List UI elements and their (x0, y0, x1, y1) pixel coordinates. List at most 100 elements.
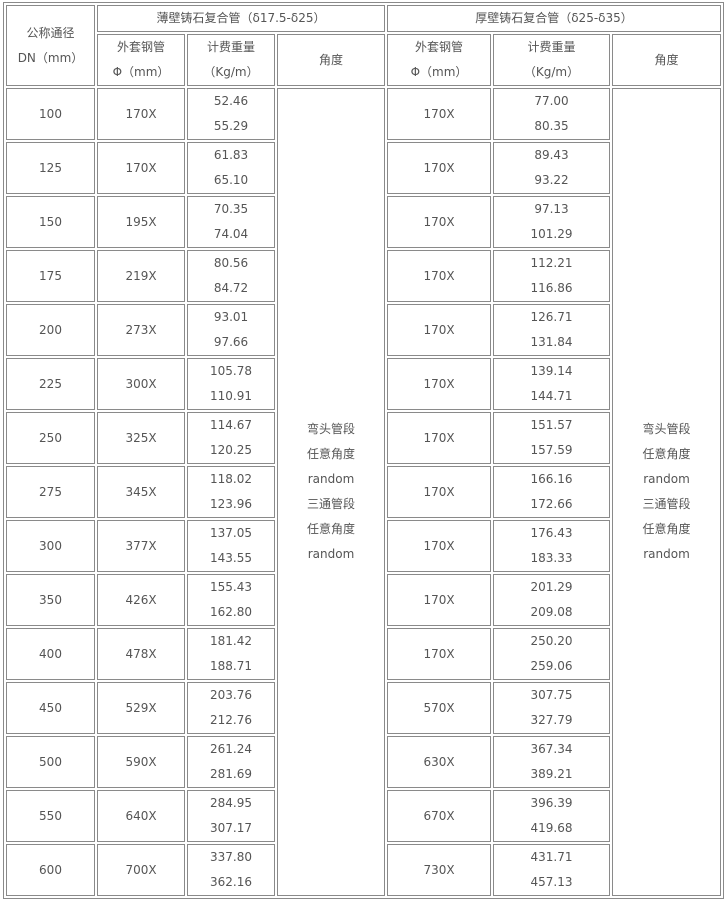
weight-value: 137.05 (210, 526, 252, 540)
weight-value: 201.29 (530, 580, 573, 594)
thick-weight-cell: 176.43 183.33 (493, 520, 610, 572)
table-row: 350 426X 155.43 162.80 170X 201.29 209.08 (6, 574, 721, 626)
weight-value: 183.33 (530, 551, 573, 565)
thin-steel-header: 外套钢管 Φ（mm） (97, 34, 185, 86)
thick-steel-cell: 170X (387, 412, 491, 464)
angle-note-line: 弯头管段 (306, 422, 355, 436)
table-row: 300 377X 137.05 143.55 170X 176.43 183.33 (6, 520, 721, 572)
weight-value: 281.69 (210, 767, 252, 781)
weight-value: 259.06 (530, 659, 573, 673)
weight-value: 80.56 (213, 256, 249, 270)
weight-value: 65.10 (213, 173, 249, 187)
thick-weight-cell: 307.75 327.79 (493, 682, 610, 734)
header-row-groups: 公称通径 DN（mm） 薄壁铸石复合管（δ17.5-δ25） 厚壁铸石复合管（δ… (6, 5, 721, 86)
thin-group-header: 薄壁铸石复合管（δ17.5-δ25） (97, 5, 385, 32)
table-row: 150 195X 70.35 74.04 170X 97.13 101.29 (6, 196, 721, 248)
thin-steel-cell: 529X (97, 682, 185, 734)
thick-weight-cell: 77.00 80.35 (493, 88, 610, 140)
weight-value: 144.71 (530, 389, 573, 403)
weight-value: 431.71 (530, 850, 573, 864)
thin-steel-cell: 377X (97, 520, 185, 572)
table-row: 125 170X 61.83 65.10 170X 89.43 93.22 (6, 142, 721, 194)
thin-steel-cell: 325X (97, 412, 185, 464)
thick-angle-header: 角度 (612, 34, 721, 86)
thin-steel-cell: 273X (97, 304, 185, 356)
dn-cell: 400 (6, 628, 95, 680)
weight-value: 261.24 (210, 742, 252, 756)
weight-value: 176.43 (530, 526, 573, 540)
thick-steel-cell: 170X (387, 520, 491, 572)
angle-note-line: 任意角度 (642, 447, 691, 461)
thick-weight-cell: 367.34 389.21 (493, 736, 610, 788)
thick-weight-cell: 201.29 209.08 (493, 574, 610, 626)
weight-value: 212.76 (210, 713, 252, 727)
dn-cell: 275 (6, 466, 95, 518)
thick-weight-cell: 139.14 144.71 (493, 358, 610, 410)
weight-value: 155.43 (210, 580, 252, 594)
weight-value: 80.35 (534, 119, 569, 133)
weight-value: 209.08 (530, 605, 573, 619)
thin-steel-cell: 170X (97, 88, 185, 140)
dn-unit: DN（mm） (17, 50, 84, 65)
thick-steel-cell: 170X (387, 628, 491, 680)
table-row: 175 219X 80.56 84.72 170X 112.21 116.86 (6, 250, 721, 302)
thin-steel-cell: 219X (97, 250, 185, 302)
weight-unit: （Kg/m） (203, 65, 259, 79)
weight-value: 101.29 (530, 227, 573, 241)
thin-weight-cell: 61.83 65.10 (187, 142, 275, 194)
thin-weight-cell: 261.24 281.69 (187, 736, 275, 788)
weight-value: 250.20 (530, 634, 573, 648)
dn-header: 公称通径 DN（mm） (6, 5, 95, 86)
weight-value: 77.00 (534, 94, 569, 108)
weight-value: 143.55 (210, 551, 252, 565)
thin-steel-cell: 426X (97, 574, 185, 626)
weight-value: 74.04 (213, 227, 249, 241)
pipe-spec-table: 公称通径 DN（mm） 薄壁铸石复合管（δ17.5-δ25） 厚壁铸石复合管（δ… (3, 2, 724, 899)
steel-unit: Φ（mm） (112, 65, 170, 79)
angle-note-line: 弯头管段 (642, 422, 691, 436)
thick-steel-cell: 170X (387, 142, 491, 194)
thin-weight-cell: 93.01 97.66 (187, 304, 275, 356)
dn-cell: 125 (6, 142, 95, 194)
thin-angle-cell: 弯头管段 任意角度 random 三通管段 任意角度 random (277, 88, 385, 896)
dn-cell: 500 (6, 736, 95, 788)
dn-cell: 250 (6, 412, 95, 464)
weight-value: 123.96 (210, 497, 252, 511)
thin-weight-cell: 80.56 84.72 (187, 250, 275, 302)
thin-weight-cell: 70.35 74.04 (187, 196, 275, 248)
angle-note-line: random (307, 547, 355, 561)
thin-steel-cell: 345X (97, 466, 185, 518)
table-row: 200 273X 93.01 97.66 170X 126.71 131.84 (6, 304, 721, 356)
weight-value: 327.79 (530, 713, 573, 727)
thick-steel-cell: 730X (387, 844, 491, 896)
weight-value: 151.57 (530, 418, 573, 432)
thin-steel-cell: 170X (97, 142, 185, 194)
thin-angle-header: 角度 (277, 34, 385, 86)
thin-steel-cell: 195X (97, 196, 185, 248)
dn-cell: 450 (6, 682, 95, 734)
steel-unit: Φ（mm） (410, 65, 468, 79)
dn-label: 公称通径 (26, 25, 75, 40)
dn-cell: 225 (6, 358, 95, 410)
thin-weight-cell: 155.43 162.80 (187, 574, 275, 626)
dn-cell: 600 (6, 844, 95, 896)
thick-group-header: 厚壁铸石复合管（δ25-δ35） (387, 5, 721, 32)
thin-weight-header: 计费重量 （Kg/m） (187, 34, 275, 86)
thick-steel-cell: 170X (387, 88, 491, 140)
angle-note-line: random (643, 547, 690, 561)
angle-note-line: 三通管段 (306, 497, 355, 511)
thick-steel-cell: 570X (387, 682, 491, 734)
thin-weight-cell: 114.67 120.25 (187, 412, 275, 464)
thick-weight-cell: 126.71 131.84 (493, 304, 610, 356)
weight-value: 203.76 (210, 688, 252, 702)
thin-steel-cell: 590X (97, 736, 185, 788)
thick-steel-cell: 170X (387, 304, 491, 356)
weight-value: 112.21 (530, 256, 573, 270)
thick-weight-cell: 396.39 419.68 (493, 790, 610, 842)
thick-weight-cell: 89.43 93.22 (493, 142, 610, 194)
thick-steel-cell: 670X (387, 790, 491, 842)
table-row: 550 640X 284.95 307.17 670X 396.39 419.68 (6, 790, 721, 842)
weight-value: 157.59 (530, 443, 573, 457)
weight-value: 188.71 (210, 659, 252, 673)
thick-steel-cell: 170X (387, 574, 491, 626)
